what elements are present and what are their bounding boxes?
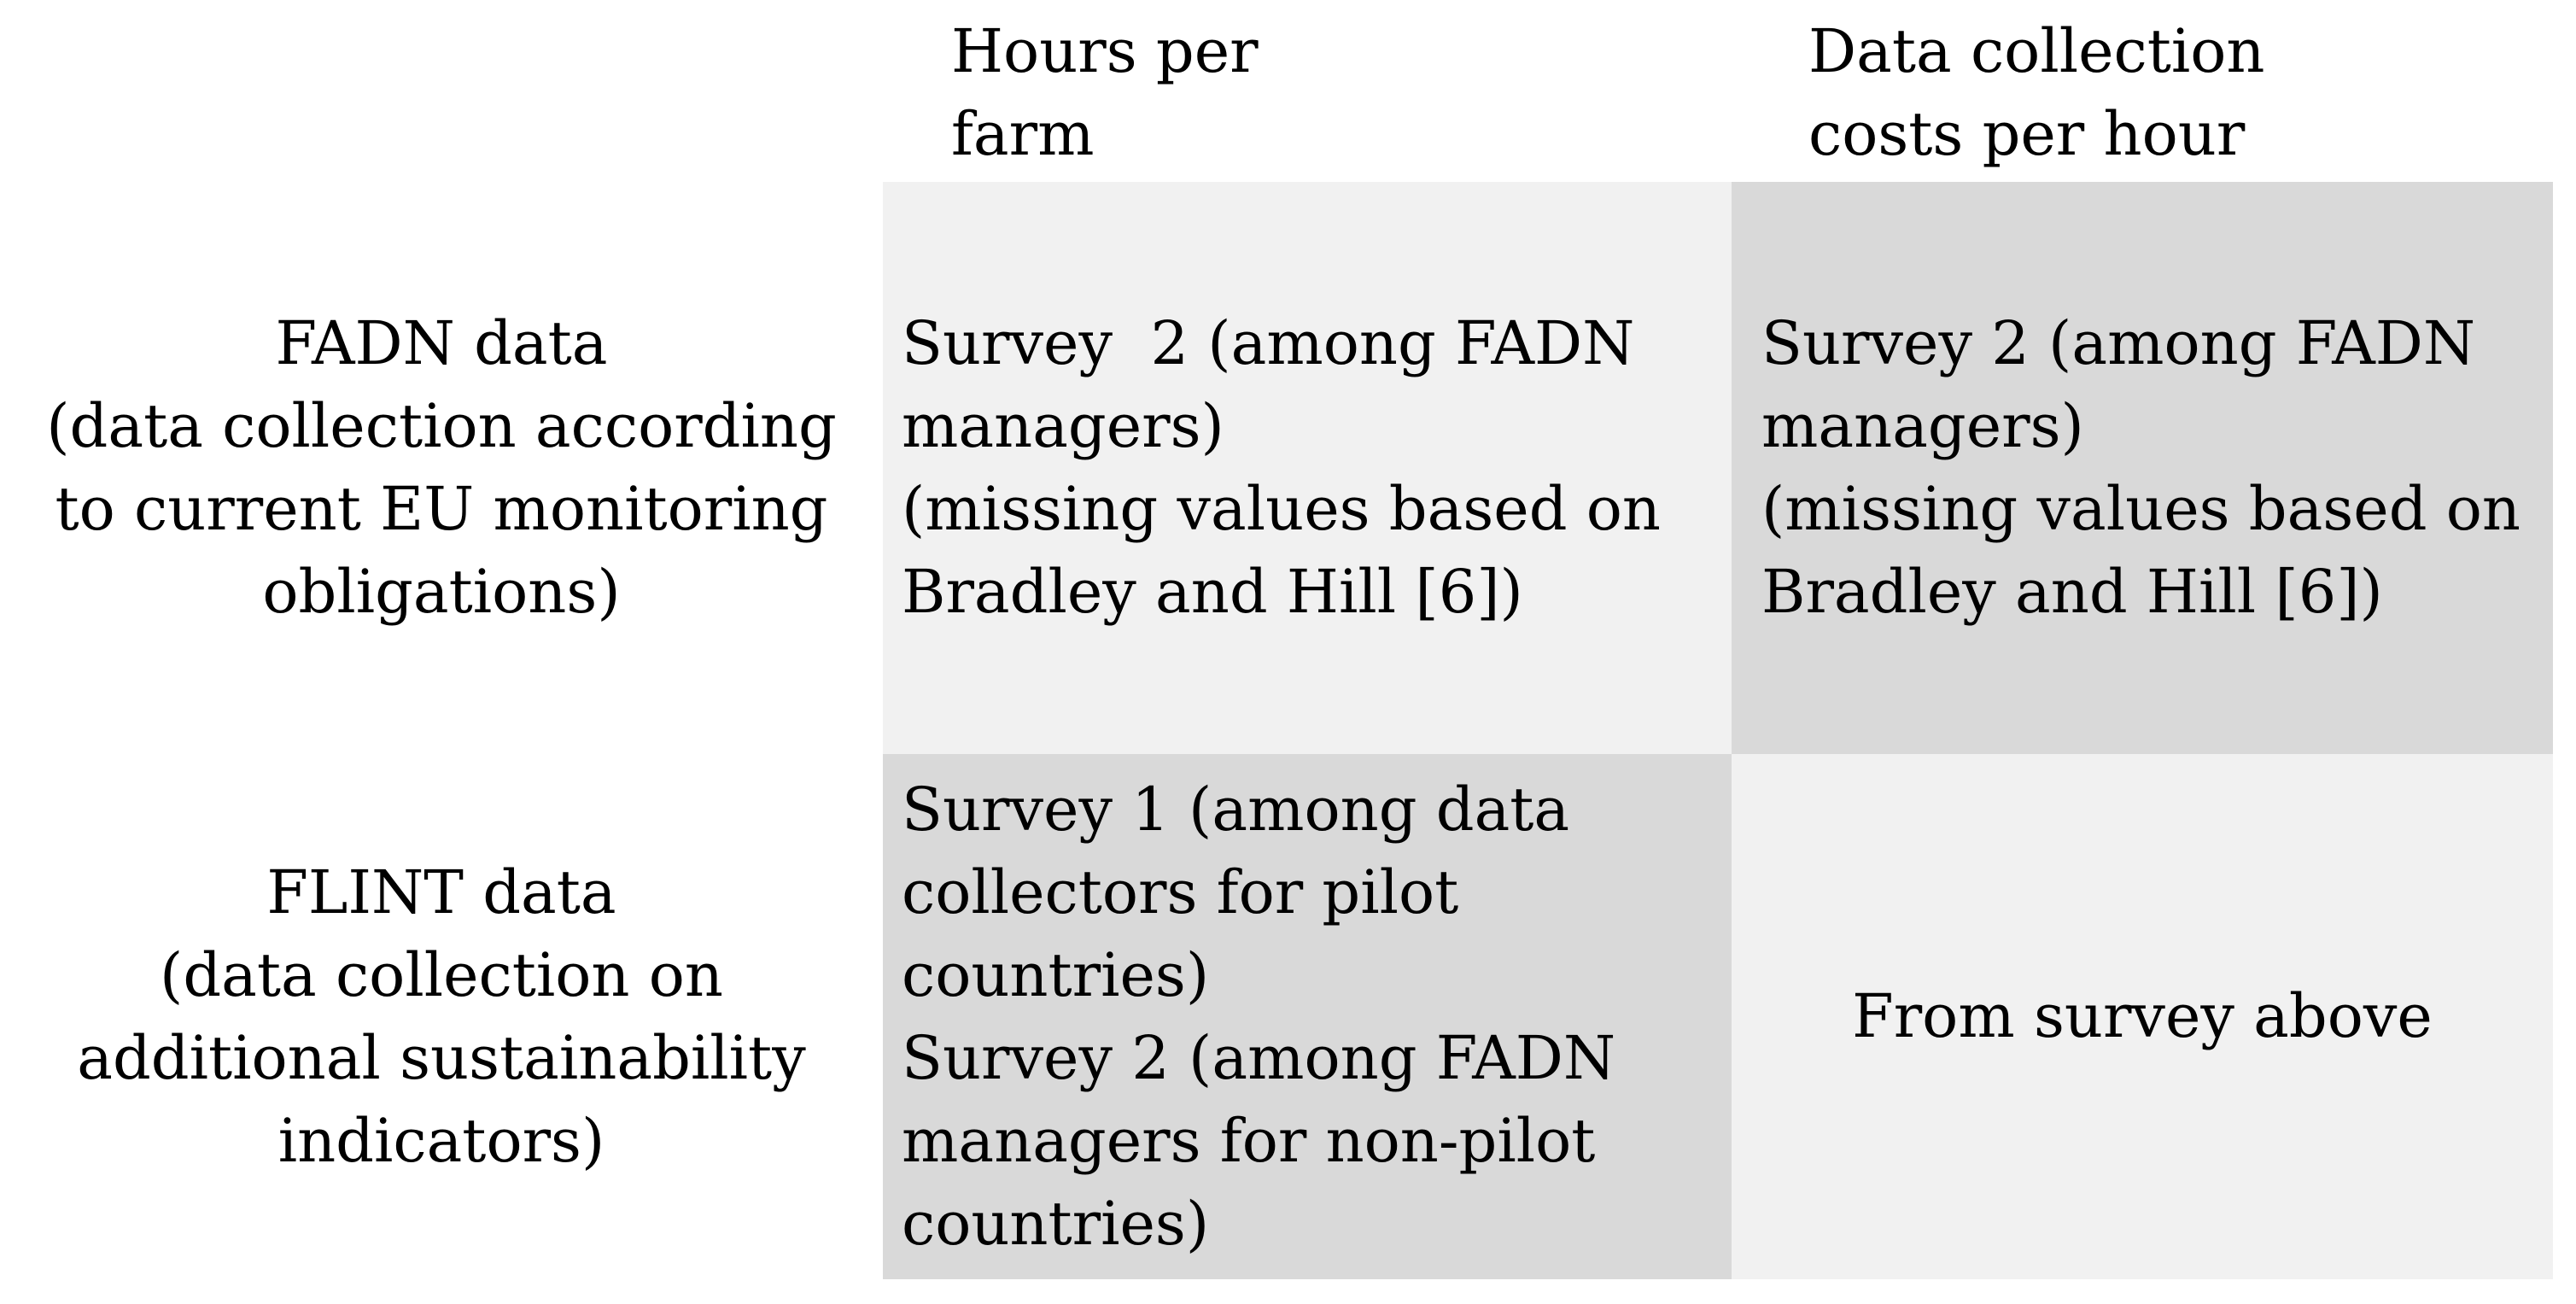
text-line: Bradley and Hill [6]): [902, 557, 1523, 627]
text-line: Survey 1 (among data: [902, 774, 1570, 845]
text-line: Survey 2 (among FADN: [902, 1022, 1616, 1093]
text-line: FLINT data: [266, 857, 616, 927]
text-line: (data collection according: [46, 391, 837, 461]
text-line: farm: [951, 99, 1095, 169]
empty-header-cell: [0, 0, 883, 182]
column-header-cost-per-hour: Data collection costs per hour: [1732, 0, 2553, 182]
text-line: Data collection: [1808, 16, 2265, 86]
text-line: managers for non-pilot: [902, 1105, 1596, 1176]
row-header-fadn-data: FADN data (data collection according to …: [0, 182, 883, 754]
text-line: additional sustainability: [77, 1022, 806, 1093]
text-line: collectors for pilot: [902, 857, 1459, 927]
text-line: indicators): [277, 1105, 605, 1176]
text-line: (missing values based on: [1761, 474, 2521, 544]
text-line: managers): [1761, 391, 2084, 461]
text-line: (data collection on: [160, 939, 723, 1010]
row-header-flint-data: FLINT data (data collection on additiona…: [0, 754, 883, 1279]
text-line: (missing values based on: [902, 474, 1661, 544]
text-line: costs per hour: [1808, 99, 2246, 169]
text-line: managers): [902, 391, 1224, 461]
text-line: From survey above: [1852, 981, 2433, 1051]
cell-fadn-hours-per-farm: Survey 2 (among FADN managers) (missing …: [883, 182, 1732, 754]
cell-flint-cost-per-hour: From survey above: [1732, 754, 2553, 1279]
text-line: countries): [902, 1188, 1210, 1259]
cell-flint-hours-per-farm: Survey 1 (among data collectors for pilo…: [883, 754, 1732, 1279]
text-line: Bradley and Hill [6]): [1761, 557, 2383, 627]
text-line: countries): [902, 939, 1210, 1010]
text-line: Hours per: [951, 16, 1259, 86]
column-header-hours-per-farm: Hours per farm: [883, 0, 1732, 182]
text-line: obligations): [262, 557, 621, 627]
text-line: FADN data: [275, 308, 608, 378]
text-line: Survey 2 (among FADN: [1761, 308, 2476, 378]
cell-fadn-cost-per-hour: Survey 2 (among FADN managers) (missing …: [1732, 182, 2553, 754]
text-line: to current EU monitoring: [55, 474, 828, 544]
text-line: Survey 2 (among FADN: [902, 308, 1635, 378]
